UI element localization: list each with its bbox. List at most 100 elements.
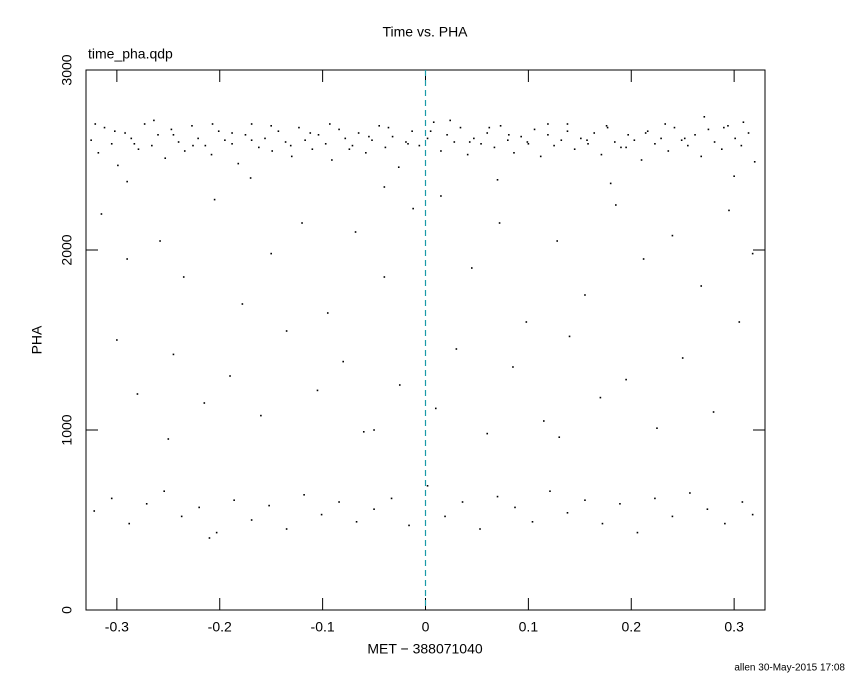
point xyxy=(231,132,233,134)
point xyxy=(159,240,161,242)
point xyxy=(304,139,306,141)
point xyxy=(270,125,272,127)
point xyxy=(479,528,481,530)
point xyxy=(507,139,509,141)
point xyxy=(459,126,462,129)
point xyxy=(180,515,183,518)
point xyxy=(215,531,218,534)
point xyxy=(627,134,629,136)
point xyxy=(625,146,627,149)
point xyxy=(103,126,106,129)
point xyxy=(493,146,496,149)
chart-title: Time vs. PHA xyxy=(382,24,468,40)
point xyxy=(613,141,616,143)
point xyxy=(412,207,414,210)
y-tick-label: 0 xyxy=(59,606,75,614)
point xyxy=(277,130,280,132)
point xyxy=(499,125,502,127)
point xyxy=(153,119,155,122)
point xyxy=(249,177,252,179)
point xyxy=(700,155,703,158)
point xyxy=(136,393,139,395)
point xyxy=(636,531,639,534)
point xyxy=(741,501,744,503)
point xyxy=(289,144,292,147)
point xyxy=(373,429,375,431)
point xyxy=(556,240,558,242)
point xyxy=(208,537,211,539)
point xyxy=(244,134,247,136)
point xyxy=(97,152,100,154)
point xyxy=(418,144,421,147)
point xyxy=(90,139,92,141)
point xyxy=(586,139,588,141)
point xyxy=(566,512,569,514)
point xyxy=(683,137,686,140)
point xyxy=(316,389,319,392)
point xyxy=(137,148,140,150)
point xyxy=(549,490,551,492)
point xyxy=(268,504,270,507)
point xyxy=(167,438,170,440)
point xyxy=(496,179,499,181)
point xyxy=(362,431,365,433)
x-axis-label: MET − 388071040 xyxy=(367,641,483,657)
x-tick-label: -0.3 xyxy=(105,619,129,635)
point xyxy=(609,182,612,185)
point xyxy=(348,148,351,150)
y-tick-label: 1000 xyxy=(59,414,75,445)
point xyxy=(250,123,253,125)
point xyxy=(660,137,662,140)
point xyxy=(527,143,530,145)
point xyxy=(547,134,549,136)
point xyxy=(724,522,726,525)
point xyxy=(713,141,716,143)
point xyxy=(706,508,709,510)
point xyxy=(285,330,288,332)
point xyxy=(324,143,327,145)
point xyxy=(453,141,456,143)
point xyxy=(301,222,303,224)
point xyxy=(446,134,448,136)
point xyxy=(365,152,367,154)
point xyxy=(397,166,400,168)
point xyxy=(646,130,649,132)
point xyxy=(560,139,563,141)
point xyxy=(667,150,670,152)
point xyxy=(391,135,394,138)
point xyxy=(338,501,340,503)
point xyxy=(580,137,582,140)
point xyxy=(470,267,473,269)
point xyxy=(742,121,745,123)
point xyxy=(734,137,736,140)
point xyxy=(233,499,235,501)
point xyxy=(198,506,200,509)
point xyxy=(712,411,715,413)
point xyxy=(703,116,706,118)
point xyxy=(126,180,128,183)
point xyxy=(440,150,442,152)
point xyxy=(133,143,136,145)
point xyxy=(217,130,220,132)
x-tick-label: -0.2 xyxy=(208,619,232,635)
point xyxy=(751,252,754,255)
point xyxy=(664,123,667,125)
point xyxy=(599,396,602,399)
point xyxy=(605,125,608,127)
point xyxy=(145,503,148,505)
point xyxy=(434,407,437,410)
point xyxy=(707,128,710,131)
point xyxy=(303,494,305,496)
point xyxy=(680,139,683,141)
point xyxy=(486,132,489,134)
point xyxy=(566,123,569,125)
point xyxy=(329,123,331,125)
y-tick-label: 2000 xyxy=(59,234,75,265)
point xyxy=(700,285,703,287)
point xyxy=(128,522,131,525)
point xyxy=(440,195,442,197)
point xyxy=(496,495,499,498)
point xyxy=(466,153,469,156)
subtitle: time_pha.qdp xyxy=(88,46,173,62)
